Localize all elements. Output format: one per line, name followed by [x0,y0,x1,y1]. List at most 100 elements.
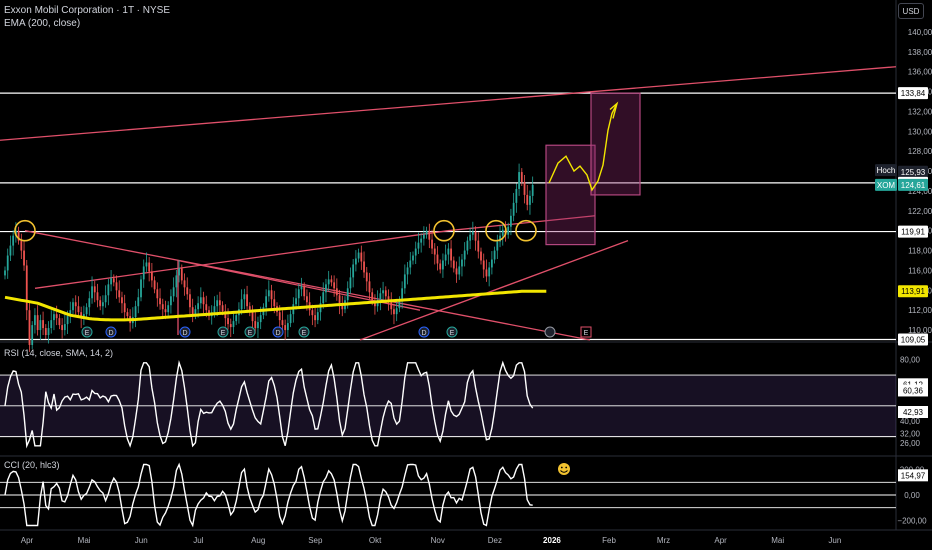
candle-body [444,254,447,261]
event-marker [446,326,458,338]
candle-body [289,314,292,324]
candle-body [72,302,74,311]
trendline [359,240,629,341]
candle-body [338,295,341,305]
candle-body [471,231,474,235]
event-marker [580,326,592,338]
candle-body [161,304,164,310]
candle-body [335,288,338,296]
candle-body [341,304,344,310]
time-axis-label: Mrz [657,536,670,545]
candle-body [205,304,208,311]
candle-body [17,230,20,241]
cci-tick-label: −200,00 [897,516,927,525]
candle-body [450,248,452,261]
price-tick-label: 138,00 [908,48,932,57]
candle-body [403,274,406,289]
cci-label: CCI (20, hlc3) [4,460,60,470]
candle-body [107,284,110,296]
candle-body [142,266,145,280]
price-label: 125,93 [901,168,926,177]
rsi-tick-label: 32,00 [900,430,921,439]
trendline [24,230,591,341]
time-axis-label: Okt [369,536,382,545]
candle-body [488,267,491,277]
candle-body [316,312,319,321]
candle-body [240,299,243,310]
price-label: XOM [877,181,896,190]
candle-body [482,260,485,270]
candle-body [455,268,458,275]
candle-body [325,284,327,293]
candle-body [428,230,431,240]
rsi-tick-label: 80,00 [900,356,921,365]
candle-body [123,303,126,313]
candle-body [493,250,496,260]
price-label-bg [898,225,928,238]
price-tick-label: 140,00 [908,28,932,37]
candle-body [88,298,91,308]
candle-body [9,245,12,256]
candle-body [243,294,246,300]
candle-body [278,312,281,321]
candle-body [357,252,360,259]
rsi-tick-label: 40,00 [900,417,921,426]
projection-arrow [609,101,619,119]
candle-body [164,309,167,313]
projection-path [548,105,617,192]
cci-value-label: 154,97 [901,471,926,480]
candle-body [463,250,466,260]
candle-body [371,292,374,302]
candle-body [4,270,6,276]
event-marker-label: E [302,330,307,337]
candle-body [183,280,186,288]
candle-body [330,279,333,283]
rsi-line [4,360,534,449]
candle-body [63,324,66,331]
event-marker-label: E [85,330,90,337]
price-label: Hoch [877,166,896,175]
time-axis-label: Jul [193,536,203,545]
time-axis-label: Jun [828,536,841,545]
candle-body [401,288,404,301]
rsi-value-label: 42,93 [903,408,924,417]
rsi-tick-label: 26,00 [900,439,921,448]
candle-body [327,279,330,285]
event-marker [179,326,191,338]
price-tick-label: 130,00 [908,127,932,136]
candle-body [452,260,455,269]
price-label-bg [898,333,928,346]
rsi-value-bg [898,406,928,418]
candle-body [346,288,349,301]
candle-body [393,309,395,315]
price-tick-label: 110,00 [908,326,932,335]
currency-button[interactable]: USD [898,3,924,19]
candle-body [363,261,365,273]
candle-body [414,248,417,256]
price-label-bg [875,178,897,191]
price-tick-label: 116,00 [908,266,932,275]
candle-body [34,315,36,326]
candle-body [99,300,102,307]
event-marker-label: E [450,330,455,337]
event-marker [105,326,117,338]
candle-body [175,275,178,288]
candle-body [531,184,534,196]
event-marker-label: E [248,330,253,337]
candle-body [270,290,273,300]
time-axis-label: Aug [251,536,265,545]
candle-body [115,282,118,291]
time-axis-label: Jun [135,536,148,545]
candle-body [213,306,216,313]
candles [4,163,534,352]
candle-body [306,296,308,303]
candle-body [104,295,107,303]
event-marker-label: E [584,330,589,337]
candle-body [265,296,268,308]
price-label-bg [898,87,928,100]
candle-body [31,325,34,345]
candle-body [167,305,170,313]
